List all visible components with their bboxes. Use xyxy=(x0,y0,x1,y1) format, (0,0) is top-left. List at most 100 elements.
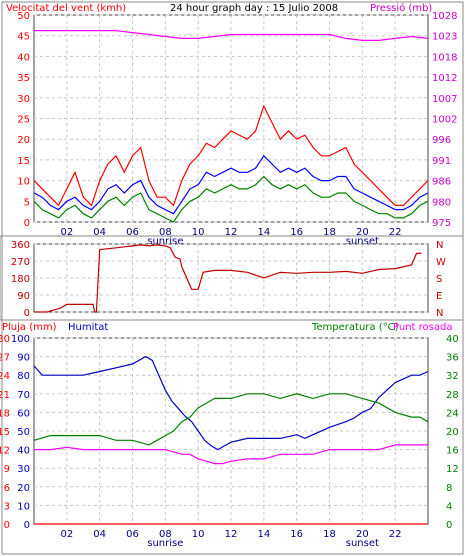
compass-label: N xyxy=(436,308,443,319)
temperature-tick-label: 40 xyxy=(446,334,459,345)
rain-tick-label: 18 xyxy=(0,408,10,419)
rain-tick-label: 3 xyxy=(4,501,10,512)
compass-label: S xyxy=(436,274,442,285)
dewpoint-axis-title: Punt rosada xyxy=(393,322,452,333)
temperature-tick-label: 0 xyxy=(446,520,452,531)
x-tick-label: 14 xyxy=(257,227,270,238)
humidity-tick-label: 0 xyxy=(24,520,30,531)
x-tick-label: 04 xyxy=(93,227,106,238)
temperature-tick-label: 28 xyxy=(446,390,459,401)
humidity-tick-label: 50 xyxy=(17,427,30,438)
x-tick-label: 22 xyxy=(389,529,402,540)
x-tick-label: 12 xyxy=(225,227,238,238)
rain-tick-label: 21 xyxy=(0,390,10,401)
x-tick-label: 20 xyxy=(356,227,369,238)
x-tick-label: 10 xyxy=(192,529,205,540)
x-tick-label: 06 xyxy=(126,529,139,540)
humidity-tick-label: 30 xyxy=(17,464,30,475)
rain-tick-label: 24 xyxy=(0,371,10,382)
rain-tick-label: 6 xyxy=(4,483,10,494)
y-tick-label-left: 45 xyxy=(17,32,30,43)
x-tick-label: 18 xyxy=(323,227,336,238)
rain-tick-label: 27 xyxy=(0,353,10,364)
humidity-tick-label: 40 xyxy=(17,446,30,457)
rain-tick-label: 0 xyxy=(4,520,10,531)
x-tick-label: 10 xyxy=(192,227,205,238)
chart-title: 24 hour graph day : 15 Julio 2008 xyxy=(170,3,338,14)
y-tick-label-right: 980 xyxy=(432,197,451,208)
y-tick-label-right: 1002 xyxy=(432,115,457,126)
compass-label: N xyxy=(436,240,443,251)
y-tick-label-left: 90 xyxy=(17,291,30,302)
y-tick-label-left: 0 xyxy=(24,308,30,319)
y-tick-label-left: 0 xyxy=(24,218,30,229)
y-tick-label-left: 5 xyxy=(24,197,30,208)
y-tick-label-right: 975 xyxy=(432,218,451,229)
wind-speed-axis-title: Velocitat del vent (kmh) xyxy=(6,3,126,14)
series-line-temperature xyxy=(33,393,429,446)
panel-frame-2 xyxy=(0,235,464,321)
humidity-tick-label: 80 xyxy=(17,371,30,382)
y-tick-label-left: 35 xyxy=(17,73,30,84)
x-annotation-label: sunset xyxy=(346,236,379,247)
humidity-tick-label: 100 xyxy=(11,334,30,345)
series-line-speed xyxy=(33,175,429,223)
y-tick-label-right: 1012 xyxy=(432,73,457,84)
rain-tick-label: 9 xyxy=(4,464,10,475)
humidity-tick-label: 70 xyxy=(17,390,30,401)
series-line-dewpoint xyxy=(34,444,428,465)
humidity-temperature-panel: 02 04 06 08 10 12 14 16 18 20 22 0 0 0 3 10 4 6 20 8 9 30 12 12… xyxy=(0,334,459,549)
y-tick-label-right: 1023 xyxy=(432,32,457,43)
temperature-axis-title: Temperatura (°C) xyxy=(311,322,399,333)
temperature-tick-label: 24 xyxy=(446,408,459,419)
x-annotation-label: sunrise xyxy=(147,538,183,549)
y-tick-label-left: 15 xyxy=(17,156,30,167)
y-tick-label-left: 20 xyxy=(17,135,30,146)
humidity-tick-label: 60 xyxy=(17,408,30,419)
series-line-pressure xyxy=(34,30,429,42)
temperature-tick-label: 36 xyxy=(446,353,459,364)
temperature-tick-label: 16 xyxy=(446,446,459,457)
rain-tick-label: 12 xyxy=(0,446,10,457)
x-annotation-label: sunset xyxy=(346,538,379,549)
y-tick-label-left: 25 xyxy=(17,115,30,126)
rain-tick-label: 30 xyxy=(0,334,10,345)
series-line-humidity xyxy=(33,355,429,451)
x-tick-label: 04 xyxy=(93,529,106,540)
temperature-tick-label: 12 xyxy=(446,464,459,475)
y-tick-label-right: 991 xyxy=(432,156,451,167)
rain-axis-title: Pluja (mm) xyxy=(2,322,57,333)
x-tick-label: 16 xyxy=(290,529,303,540)
pressure-axis-title: Pressió (mb) xyxy=(370,2,432,14)
rain-tick-label: 15 xyxy=(0,427,10,438)
y-tick-label-right: 1028 xyxy=(432,11,457,22)
temperature-tick-label: 20 xyxy=(446,427,459,438)
y-tick-label-left: 40 xyxy=(17,52,30,63)
x-tick-label: 22 xyxy=(389,227,402,238)
compass-label: W xyxy=(436,257,446,268)
wind-pressure-panel: 02 04 06 08 10 12 14 16 18 20 22051015202530354045… xyxy=(17,11,457,247)
plot-area-2 xyxy=(33,243,429,313)
temperature-tick-label: 8 xyxy=(446,483,452,494)
x-tick-label: 02 xyxy=(60,227,73,238)
humidity-tick-label: 90 xyxy=(17,353,30,364)
x-tick-label: 02 xyxy=(60,529,73,540)
humidity-axis-title: Humitat xyxy=(68,322,108,333)
y-tick-label-left: 50 xyxy=(17,11,30,22)
x-tick-label: 16 xyxy=(290,227,303,238)
y-tick-label-right: 1007 xyxy=(432,94,457,105)
y-tick-label-right: 996 xyxy=(432,135,451,146)
x-tick-label: 14 xyxy=(257,529,270,540)
compass-label: E xyxy=(436,291,442,302)
y-tick-label-left: 10 xyxy=(17,177,30,188)
series-line-speed-avg xyxy=(33,154,429,215)
y-tick-label-right: 1018 xyxy=(432,52,457,63)
y-tick-label-left: 360 xyxy=(11,240,30,251)
x-tick-label: 08 xyxy=(159,227,172,238)
x-tick-label: 08 xyxy=(159,529,172,540)
x-tick-label: 20 xyxy=(356,529,369,540)
x-annotation-label: sunrise xyxy=(147,236,183,247)
series-line-gust xyxy=(33,104,429,207)
y-tick-label-left: 30 xyxy=(17,94,30,105)
